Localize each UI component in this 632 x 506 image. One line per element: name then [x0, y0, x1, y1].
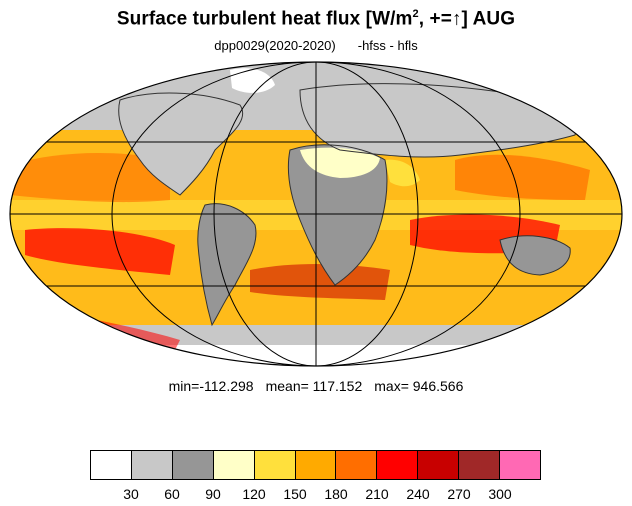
- north-pacific-warm: [10, 153, 170, 203]
- colorbar: [90, 450, 541, 480]
- south-pacific-hot: [25, 228, 175, 275]
- south-america: [197, 203, 256, 325]
- colorbar-tick-label: 150: [283, 486, 307, 502]
- experiment-label: dpp0029(2020-2020): [214, 38, 336, 53]
- stat-min: min=-112.298: [168, 378, 254, 394]
- australia: [500, 235, 571, 275]
- colorbar-box-1: [131, 451, 173, 479]
- colorbar-tick-label: 240: [406, 486, 430, 502]
- colorbar-tick-label: 210: [365, 486, 389, 502]
- colorbar-tick-label: 90: [205, 486, 221, 502]
- africa: [288, 144, 387, 285]
- map-border: [9, 61, 623, 367]
- arabia: [385, 159, 420, 187]
- eurasia: [300, 83, 576, 158]
- colorbar-box-9: [459, 451, 501, 479]
- colorbar-tick-label: 30: [123, 486, 139, 502]
- colorbar-box-10: [500, 451, 540, 479]
- colorbar-tick-label: 60: [164, 486, 180, 502]
- west-pacific-warm: [455, 154, 590, 200]
- colorbar-box-8: [418, 451, 460, 479]
- chart-subtitle: dpp0029(2020-2020) -hfss - hfls: [0, 38, 632, 53]
- field-statistics: min=-112.298 mean= 117.152 max= 946.566: [0, 378, 632, 394]
- antarctica-edge: [160, 351, 480, 366]
- sahara: [300, 147, 380, 178]
- colorbar-tick-label: 180: [324, 486, 348, 502]
- north-america: [118, 93, 243, 195]
- coastlines: [118, 83, 577, 327]
- colorbar-box-5: [295, 451, 337, 479]
- colorbar-box-2: [172, 451, 214, 479]
- colorbar-tick-label: 270: [447, 486, 471, 502]
- stat-mean: mean= 117.152: [265, 378, 363, 394]
- colorbar-box-6: [336, 451, 378, 479]
- variable-label: -hfss - hfls: [357, 38, 418, 53]
- south-atlantic-hot: [250, 264, 390, 300]
- colorbar-box-7: [377, 451, 419, 479]
- colorbar-box-0: [91, 451, 132, 479]
- colorbar-labels: 30 60 90 120 150 180 210 240 270 300: [90, 486, 541, 504]
- colorbar-tick-label: 120: [242, 486, 266, 502]
- colorbar-box-3: [213, 451, 255, 479]
- stat-max: max= 946.566: [374, 378, 464, 394]
- colorbar-box-4: [254, 451, 296, 479]
- greenland: [230, 68, 275, 93]
- chart-title: Surface turbulent heat flux [W/m2, +=↑] …: [116, 8, 516, 30]
- graticule: [10, 61, 622, 367]
- colorbar-tick-label: 300: [488, 486, 512, 502]
